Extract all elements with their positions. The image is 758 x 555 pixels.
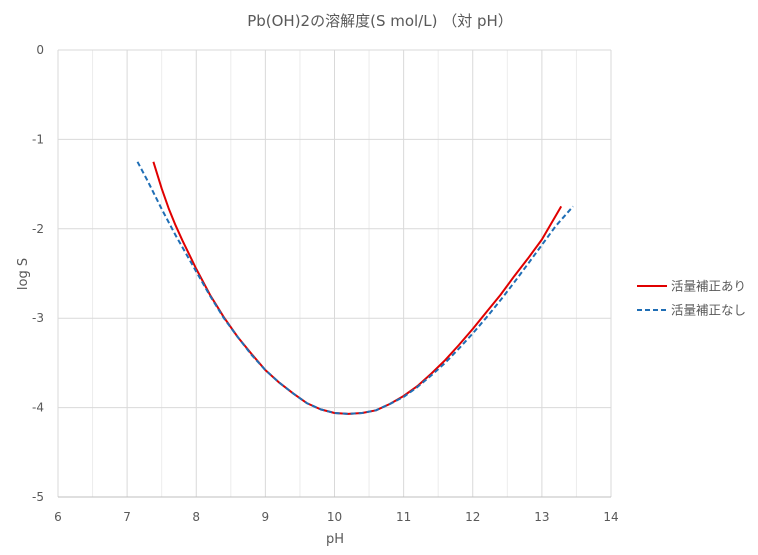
tick-labels: 6 7 8 9 10 11 12 13 14 0 -1 -2 -3 -4 -5 <box>32 43 619 524</box>
series-line-1 <box>152 161 563 415</box>
series-line-2 <box>136 161 574 415</box>
x-tick-label: 10 <box>327 510 342 524</box>
y-tick-label: -2 <box>32 222 44 236</box>
y-tick-label: -3 <box>32 311 44 325</box>
x-axis-label: pH <box>326 532 344 547</box>
x-tick-label: 6 <box>54 510 62 524</box>
y-tick-label: -5 <box>32 490 44 504</box>
y-tick-label: -4 <box>32 401 44 415</box>
x-tick-label: 8 <box>192 510 200 524</box>
y-tick-label: 0 <box>36 43 44 57</box>
legend-label-2: 活量補正なし <box>671 303 746 318</box>
x-tick-label: 14 <box>603 510 618 524</box>
legend-label-1: 活量補正あり <box>671 279 746 294</box>
y-tick-label: -1 <box>32 132 44 146</box>
x-tick-label: 7 <box>123 510 131 524</box>
y-axis-label: log S <box>16 258 31 290</box>
x-tick-label: 13 <box>534 510 549 524</box>
series-lines <box>136 161 574 415</box>
x-tick-label: 9 <box>262 510 270 524</box>
grid <box>57 49 612 498</box>
x-tick-label: 12 <box>465 510 480 524</box>
chart-title: Pb(OH)2の溶解度(S mol/L) （対 pH） <box>247 12 513 30</box>
x-tick-label: 11 <box>396 510 411 524</box>
